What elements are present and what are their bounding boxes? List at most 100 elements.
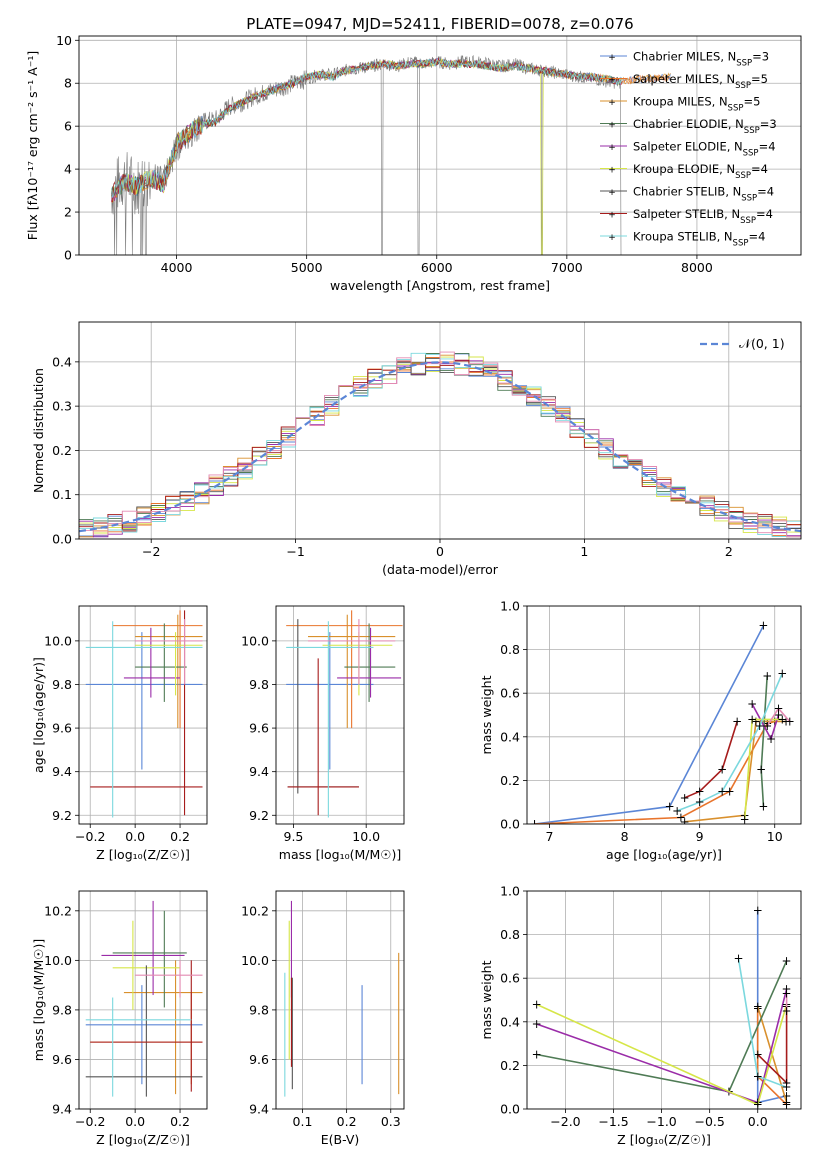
legend-marker: + [608, 143, 616, 153]
x-tick-label: −0.2 [75, 1114, 105, 1129]
y-tick-label: 10.2 [44, 903, 72, 918]
y-tick-label: 10.0 [44, 633, 72, 648]
y-tick-label: 9.2 [52, 808, 72, 823]
y-tick-label: 0.4 [500, 729, 520, 744]
axes-frame [275, 890, 405, 1110]
legend-entry-4: Chabrier ELODIE, NSSP=3 [633, 117, 777, 136]
mass-weight-marker: + [532, 1017, 542, 1031]
y-tick-label: 9.4 [249, 764, 269, 779]
y-tick-label: 0.6 [500, 971, 520, 986]
x-tick-label: 6000 [421, 260, 453, 275]
legend-marker: + [608, 211, 616, 221]
mass-weight-marker: + [755, 719, 765, 733]
x-tick-label: −1 [286, 544, 304, 559]
y-tick-label: 9.6 [249, 721, 269, 736]
mass-weight-marker: + [725, 784, 735, 798]
legend-marker: + [608, 53, 616, 63]
mass-weight-line [757, 1006, 788, 1085]
mass-weight-marker: + [753, 1069, 763, 1083]
panel-histogram: −2 −1 0 1 2 0.0 0.1 0.2 0.3 0.4 (data-model)/error… [31, 321, 802, 577]
mass-weight-marker: + [753, 904, 763, 918]
y-tick-label: 10.2 [241, 903, 269, 918]
model-spectrum-line [111, 58, 622, 255]
mass-weight-marker: + [777, 667, 787, 681]
legend-marker: + [608, 188, 616, 198]
y-tick-label: 0.6 [500, 686, 520, 701]
mass-weight-marker: + [732, 715, 742, 729]
x-tick-label: 7000 [551, 260, 583, 275]
x-tick-label: 0.2 [170, 829, 190, 844]
histogram-legend-label: 𝒩(0, 1) [739, 336, 785, 351]
mass-weight-marker: + [758, 619, 768, 633]
x-tick-label: 2 [725, 544, 733, 559]
y-tick-label: 10.0 [44, 953, 72, 968]
mass-weight-marker: + [717, 763, 727, 777]
x-tick-label: 10.0 [352, 829, 380, 844]
x-tick-label: 8000 [681, 260, 713, 275]
mass-weight-marker: + [777, 712, 787, 726]
y-tick-label: 0.4 [52, 354, 72, 369]
x-axis-label: age [log₁₀(age/yr)] [606, 847, 722, 862]
mass-weight-marker: + [782, 1095, 792, 1109]
mass-weight-line [737, 958, 787, 1088]
mass-weight-marker: + [751, 715, 761, 729]
x-axis-label: Z [log₁₀(Z/Z☉)] [96, 1132, 190, 1147]
mass-weight-marker: + [766, 732, 776, 746]
legend-marker: + [608, 166, 616, 176]
x-tick-label: −0.5 [694, 1114, 724, 1129]
spectrum-legend: + Chabrier MILES, NSSP=3 + Salpeter MILES, … [600, 50, 777, 249]
legend-entry-7: Chabrier STELIB, NSSP=4 [633, 185, 774, 204]
y-tick-label: 6 [64, 119, 72, 134]
mass-weight-marker: + [665, 800, 675, 814]
mass-weight-marker: + [753, 1048, 763, 1062]
y-tick-label: 10.0 [241, 953, 269, 968]
panel-age-vs-metallicity-plot [79, 606, 207, 824]
mass-weight-marker: + [717, 784, 727, 798]
mass-weight-marker: + [532, 1048, 542, 1062]
mass-weight-marker: + [762, 719, 772, 733]
model-spectrum-line [111, 58, 622, 198]
y-axis-label: mass weight [479, 960, 494, 1039]
panel-age-vs-mass-plot [276, 606, 404, 824]
y-tick-label: 0.3 [52, 399, 72, 414]
axes-frame [526, 605, 802, 825]
y-tick-label: 9.6 [52, 1052, 72, 1067]
y-tick-label: 10.0 [241, 633, 269, 648]
mass-weight-marker: + [672, 804, 682, 818]
spectrum-title: PLATE=0947, MJD=52411, FIBERID=0078, z=0… [246, 15, 633, 33]
y-tick-label: 0.2 [500, 1058, 520, 1073]
x-tick-label: 0.0 [125, 1114, 145, 1129]
mass-weight-marker: + [756, 763, 766, 777]
mass-weight-marker: + [782, 986, 792, 1000]
panel-weight-vs-age: ++++ +++++ ++ +++++++++ ++ +++++++++++7 8 9 10 0.… [479, 599, 802, 862]
mass-weight-line [676, 673, 783, 812]
y-tick-label: 0.0 [52, 532, 72, 547]
x-tick-label: 0.0 [125, 829, 145, 844]
y-tick-label: 9.8 [52, 677, 72, 692]
axes-frame [78, 35, 802, 256]
mass-weight-marker: + [782, 1004, 792, 1018]
legend-marker: + [608, 121, 616, 131]
mass-weight-marker: + [695, 784, 705, 798]
mass-weight-line [536, 1003, 788, 1106]
x-tick-label: 9.5 [284, 829, 304, 844]
y-tick-label: 2 [64, 205, 72, 220]
legend-entry-6: Kroupa ELODIE, NSSP=4 [633, 162, 768, 181]
legend-entry-9: Kroupa STELIB, NSSP=4 [633, 230, 765, 249]
legend-entry-2: Salpeter MILES, NSSP=5 [633, 72, 768, 91]
axes-frame [526, 890, 802, 1110]
mass-weight-marker: + [782, 1089, 792, 1103]
mass-weight-marker: + [762, 717, 772, 731]
x-axis-label: mass [log₁₀(M/M☉)] [279, 847, 401, 862]
y-tick-label: 9.4 [52, 1102, 72, 1117]
y-tick-label: 0.2 [500, 773, 520, 788]
x-tick-label: 0 [436, 544, 444, 559]
mass-weight-marker: + [529, 817, 539, 831]
legend-entry-5: Salpeter ELODIE, NSSP=4 [633, 140, 776, 159]
mass-weight-marker: + [733, 952, 743, 966]
legend-entry-8: Salpeter STELIB, NSSP=4 [633, 207, 773, 226]
y-tick-label: 0.0 [500, 817, 520, 832]
observed-spectrum-line [111, 54, 622, 255]
x-axis-label: (data-model)/error [382, 562, 499, 577]
mass-weight-marker: + [762, 669, 772, 683]
